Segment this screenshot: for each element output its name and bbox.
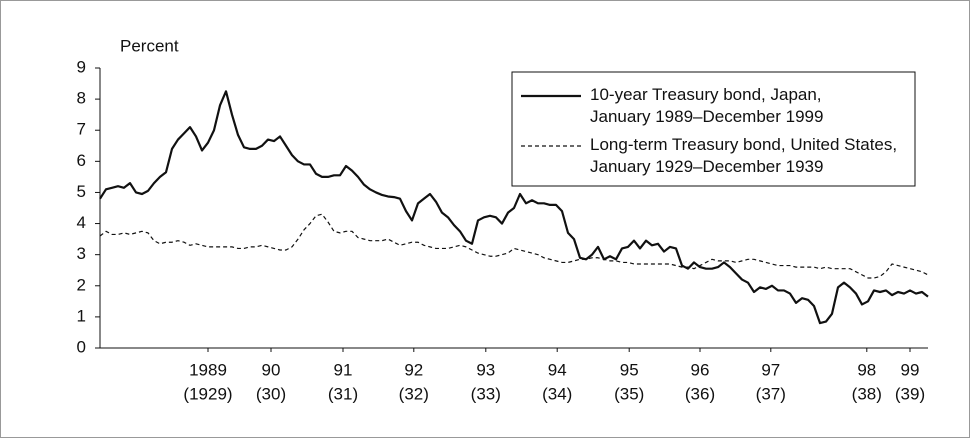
x-tick-label: 97 bbox=[761, 360, 780, 379]
x-tick-sublabel: (31) bbox=[328, 384, 358, 403]
x-tick-label: 93 bbox=[476, 360, 495, 379]
y-tick-label: 1 bbox=[77, 306, 86, 325]
x-tick-sublabel: (37) bbox=[756, 384, 786, 403]
x-tick-sublabel: (30) bbox=[256, 384, 286, 403]
x-tick-label: 96 bbox=[691, 360, 710, 379]
legend-label-line: 10-year Treasury bond, Japan, bbox=[590, 85, 822, 104]
y-tick-label: 7 bbox=[77, 120, 86, 139]
x-tick-sublabel: (32) bbox=[399, 384, 429, 403]
legend-box bbox=[511, 71, 916, 187]
x-tick-label: 98 bbox=[857, 360, 876, 379]
x-tick-sublabel: (38) bbox=[852, 384, 882, 403]
y-tick-label: 8 bbox=[77, 89, 86, 108]
legend-label: Long-term Treasury bond, United States, J… bbox=[590, 135, 897, 176]
legend-label-line: January 1929–December 1939 bbox=[590, 157, 823, 176]
x-tick-sublabel: (36) bbox=[685, 384, 715, 403]
x-tick-sublabel: (34) bbox=[542, 384, 572, 403]
series-line bbox=[99, 213, 929, 279]
legend-label-line: January 1989–December 1999 bbox=[590, 107, 823, 126]
y-tick-label: 9 bbox=[77, 57, 86, 76]
legend-label: 10-year Treasury bond, Japan, January 198… bbox=[590, 85, 823, 126]
x-tick-label: 91 bbox=[334, 360, 353, 379]
y-tick-label: 4 bbox=[77, 213, 86, 232]
x-tick-sublabel: (39) bbox=[895, 384, 925, 403]
x-tick-sublabel: (1929) bbox=[183, 384, 232, 403]
x-tick-sublabel: (33) bbox=[471, 384, 501, 403]
x-tick-label: 1989 bbox=[189, 360, 227, 379]
y-tick-label: 2 bbox=[77, 275, 86, 294]
x-tick-label: 92 bbox=[404, 360, 423, 379]
x-tick-label: 99 bbox=[901, 360, 920, 379]
x-tick-label: 94 bbox=[548, 360, 567, 379]
y-axis-label: Percent bbox=[120, 36, 179, 55]
series-line bbox=[99, 90, 929, 325]
y-tick-label: 0 bbox=[77, 337, 86, 356]
y-tick-label: 3 bbox=[77, 244, 86, 263]
x-tick-label: 95 bbox=[620, 360, 639, 379]
y-tick-label: 5 bbox=[77, 182, 86, 201]
y-tick-label: 6 bbox=[77, 151, 86, 170]
x-tick-sublabel: (35) bbox=[614, 384, 644, 403]
legend-label-line: Long-term Treasury bond, United States, bbox=[590, 135, 897, 154]
x-tick-label: 90 bbox=[262, 360, 281, 379]
